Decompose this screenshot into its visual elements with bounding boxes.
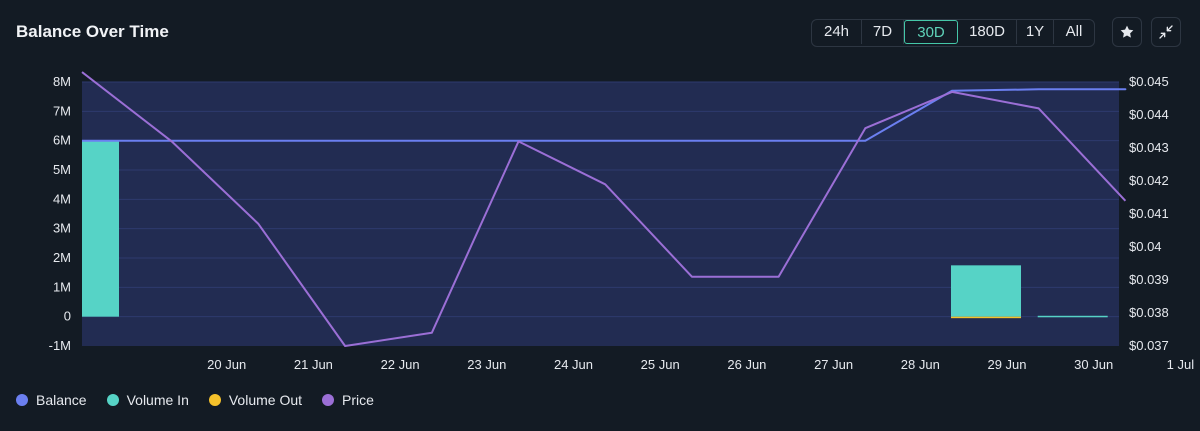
price-dot-icon — [322, 394, 335, 406]
collapse-arrows-icon — [1159, 25, 1173, 39]
legend-item-balance[interactable]: Balance — [16, 392, 87, 408]
x-axis-tick-label: 28 Jun — [901, 357, 940, 372]
bar-volume-in — [82, 140, 119, 317]
right-axis-tick-label: $0.045 — [1129, 74, 1169, 89]
x-axis-tick-label: 21 Jun — [294, 357, 333, 372]
right-axis-tick-label: $0.037 — [1129, 338, 1169, 353]
plot-area — [82, 82, 1119, 346]
x-axis-tick-label: 22 Jun — [381, 357, 420, 372]
left-axis-tick-label: 7M — [53, 103, 71, 118]
left-axis-tick-label: 0 — [64, 309, 71, 324]
left-axis-tick-label: 4M — [53, 191, 71, 206]
legend: Balance Volume In Volume Out Price — [16, 392, 394, 408]
left-axis-tick-label: -1M — [49, 338, 71, 353]
x-axis-tick-label: 20 Jun — [207, 357, 246, 372]
left-axis-tick-label: 1M — [53, 279, 71, 294]
bar-volume-in — [951, 265, 1021, 317]
right-axis-tick-label: $0.04 — [1129, 239, 1162, 254]
line-price — [81, 71, 1127, 347]
left-axis: 8M 7M 6M 5M 4M 3M 2M 1M 0 -1M — [49, 74, 71, 353]
gridlines — [82, 81, 1119, 318]
left-axis-tick-label: 8M — [53, 74, 71, 89]
chart-title: Balance Over Time — [16, 22, 169, 41]
x-axis-tick-label: 24 Jun — [554, 357, 593, 372]
legend-item-volume-out[interactable]: Volume Out — [208, 392, 303, 408]
right-axis-tick-label: $0.044 — [1129, 107, 1169, 122]
legend-label-balance: Balance — [36, 392, 87, 408]
right-axis-tick-label: $0.043 — [1129, 140, 1169, 155]
favorite-button[interactable] — [1112, 17, 1142, 47]
x-axis: 20 Jun 21 Jun 22 Jun 23 Jun 24 Jun 25 Jun 26 J… — [207, 357, 1194, 372]
series-lines — [81, 71, 1127, 347]
x-axis-tick-label: 26 Jun — [727, 357, 766, 372]
right-axis-tick-label: $0.042 — [1129, 173, 1169, 188]
bar-volume-in — [1037, 315, 1108, 318]
legend-label-price: Price — [342, 392, 374, 408]
x-axis-tick-label: 1 Jul — [1167, 357, 1195, 372]
right-axis: $0.045 $0.044 $0.043 $0.042 $0.041 $0.04 $0.03… — [1129, 74, 1169, 353]
star-icon — [1120, 25, 1134, 38]
bar-volume-out — [951, 316, 1021, 319]
range-180d-button[interactable]: 180D — [958, 20, 1017, 44]
collapse-button[interactable] — [1151, 17, 1181, 47]
right-axis-tick-label: $0.039 — [1129, 272, 1169, 287]
legend-label-volume-in: Volume In — [126, 392, 189, 408]
line-balance — [82, 88, 1127, 142]
range-1y-button[interactable]: 1Y — [1017, 20, 1054, 44]
right-axis-tick-label: $0.041 — [1129, 206, 1169, 221]
range-all-button[interactable]: All — [1065, 23, 1083, 40]
volume-in-dot-icon — [106, 394, 119, 406]
range-7d-button[interactable]: 7D — [862, 20, 904, 44]
volume-bars — [82, 140, 1108, 319]
left-axis-tick-label: 2M — [53, 250, 71, 265]
legend-label-volume-out: Volume Out — [228, 392, 303, 408]
left-axis-tick-label: 5M — [53, 162, 71, 177]
right-axis-tick-label: $0.038 — [1129, 305, 1169, 320]
legend-item-price[interactable]: Price — [322, 392, 374, 408]
x-axis-tick-label: 30 Jun — [1074, 357, 1113, 372]
left-axis-tick-label: 3M — [53, 221, 71, 236]
time-range-selector: 24h 7D 30D 180D 1Y All — [811, 19, 1095, 47]
volume-out-dot-icon — [208, 394, 221, 406]
left-axis-tick-label: 6M — [53, 133, 71, 148]
x-axis-tick-label: 27 Jun — [814, 357, 853, 372]
x-axis-tick-label: 23 Jun — [467, 357, 506, 372]
balance-dot-icon — [16, 394, 28, 406]
range-24h-button[interactable]: 24h — [812, 20, 862, 44]
legend-item-volume-in[interactable]: Volume In — [106, 392, 189, 408]
x-axis-tick-label: 25 Jun — [641, 357, 680, 372]
x-axis-tick-label: 29 Jun — [987, 357, 1026, 372]
range-30d-button[interactable]: 30D — [904, 20, 958, 44]
